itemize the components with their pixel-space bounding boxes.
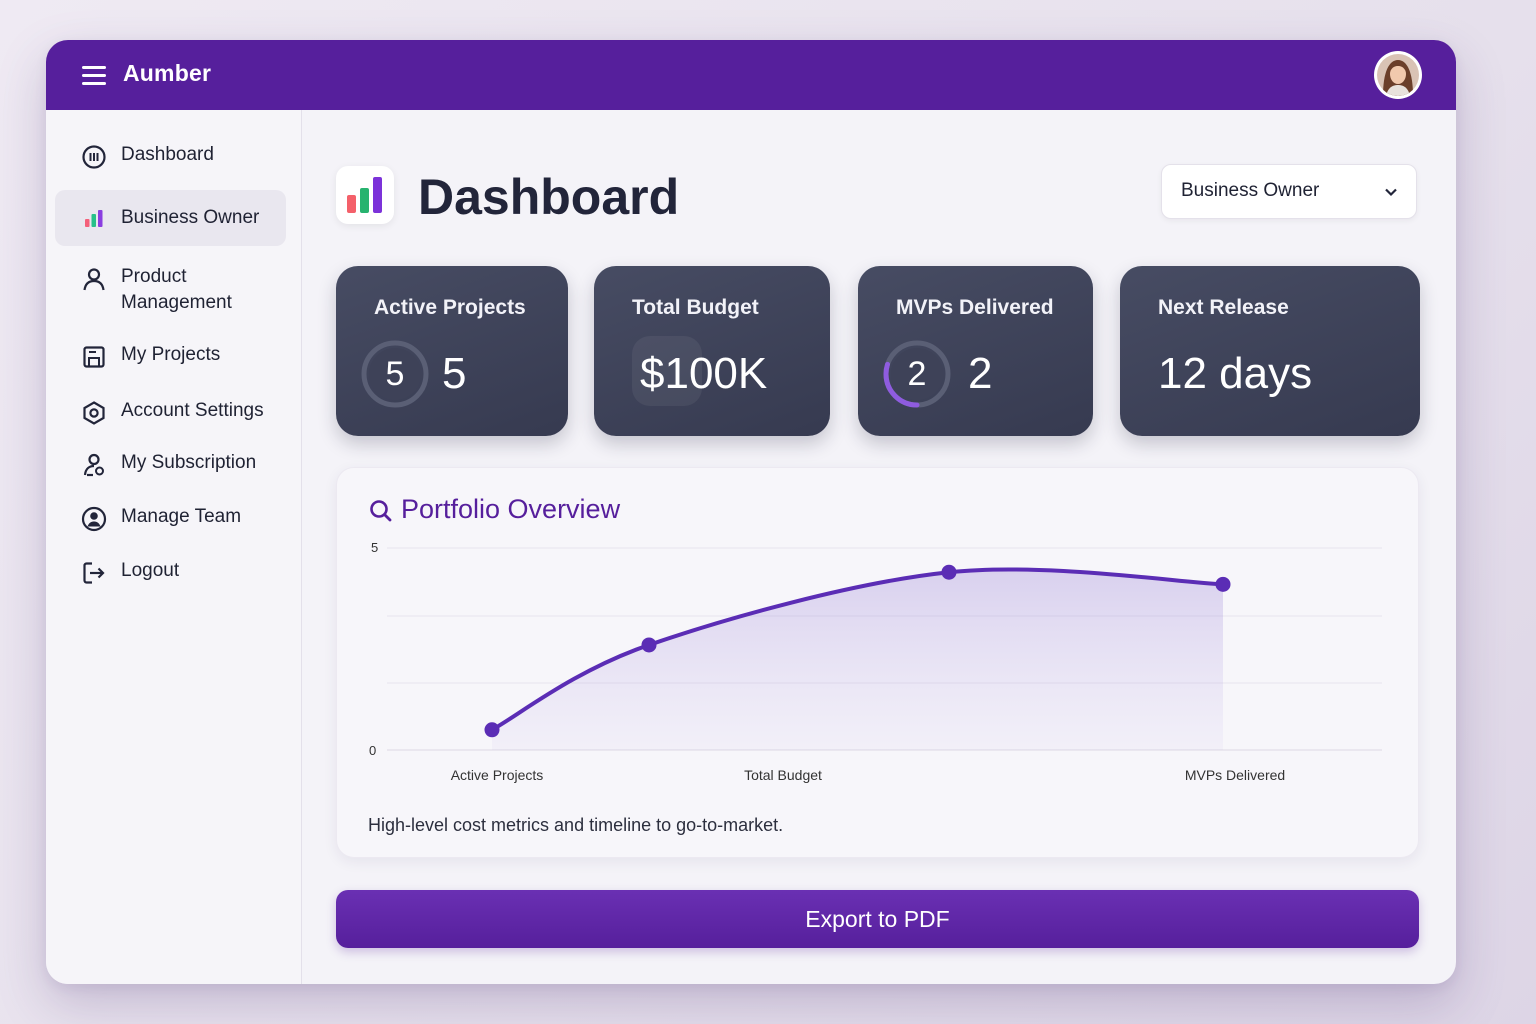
page-title: Dashboard [418, 169, 680, 225]
export-pdf-button[interactable]: Export to PDF [336, 890, 1419, 948]
progress-ring [883, 340, 951, 408]
save-icon [81, 344, 107, 370]
sidebar-item-label: Logout [121, 560, 180, 581]
chart-data-point [484, 722, 500, 738]
portfolio-panel: Portfolio Overview 5 0 Active Projects Tota… [336, 467, 1419, 858]
sidebar-item-account-settings[interactable]: Account Settings [55, 398, 286, 426]
card-title: Total Budget [632, 296, 759, 319]
app-window: Aumber Dashboard Business Owner [46, 40, 1456, 984]
sidebar-item-label: Product Management [121, 266, 232, 313]
page-chart-icon [336, 166, 394, 224]
top-bar: Aumber [46, 40, 1456, 110]
card-title: Next Release [1158, 296, 1289, 319]
progress-ring [361, 340, 429, 408]
sidebar-item-product-management[interactable]: Product Management [55, 264, 286, 316]
y-tick-label: 0 [369, 743, 376, 758]
hamburger-menu-icon[interactable] [82, 66, 106, 86]
sidebar-item-label: My Subscription [121, 452, 257, 473]
dashboard-circle-icon [81, 144, 107, 170]
search-icon [370, 500, 392, 522]
card-active-projects: Active Projects 5 5 [336, 266, 568, 436]
role-select[interactable]: Business Owner [1161, 164, 1417, 219]
x-tick-label: MVPs Delivered [1185, 767, 1285, 783]
y-tick-label: 5 [371, 540, 378, 555]
sidebar-item-my-projects[interactable]: My Projects [55, 342, 286, 370]
card-title: Active Projects [374, 296, 526, 319]
chart-data-point [941, 564, 957, 580]
card-ring-value: 5 [385, 355, 405, 393]
settings-hexagon-icon [81, 400, 107, 426]
subscription-user-icon [81, 452, 107, 478]
card-mvps-delivered: MVPs Delivered 2 2 [858, 266, 1093, 436]
sidebar-item-label: Business Owner [121, 207, 260, 228]
card-value: 2 [968, 349, 993, 398]
chart-area-fill [492, 569, 1223, 750]
card-value: 12 days [1158, 349, 1313, 398]
chart-data-point [1215, 576, 1231, 592]
card-title: MVPs Delivered [896, 296, 1054, 319]
x-tick-label: Total Budget [744, 767, 822, 783]
chart-data-point [641, 637, 657, 653]
card-next-release: Next Release 12 days [1120, 266, 1420, 436]
portfolio-chart: 5 0 Active Projects Total Budget MVPs Delive… [369, 540, 1382, 783]
chevron-down-icon [1385, 188, 1397, 197]
sidebar-item-my-subscription[interactable]: My Subscription [55, 450, 286, 478]
card-value-backdrop [632, 336, 702, 406]
sidebar-item-label: My Projects [121, 344, 221, 365]
sidebar-item-label: Dashboard [121, 144, 214, 165]
sidebar-item-manage-team[interactable]: Manage Team [55, 504, 286, 532]
chart-series-line [490, 567, 1225, 732]
panel-note: High-level cost metrics and timeline to … [368, 815, 784, 835]
role-select-value: Business Owner [1181, 180, 1320, 201]
user-avatar[interactable] [1374, 51, 1422, 99]
bar-chart-icon [81, 205, 107, 231]
card-total-budget: Total Budget $100K [594, 266, 830, 436]
avatar-image-icon [1377, 54, 1419, 96]
sidebar-item-label: Account Settings [121, 400, 264, 421]
sidebar: Dashboard Business Owner Product Managem… [46, 110, 302, 984]
sidebar-item-label: Manage Team [121, 506, 242, 527]
card-ring-value: 2 [907, 355, 927, 393]
card-value: $100K [640, 349, 768, 398]
card-value: 5 [442, 349, 467, 398]
app-title: Aumber [123, 60, 212, 86]
sidebar-item-business-owner[interactable]: Business Owner [55, 190, 286, 246]
x-tick-label: Active Projects [451, 767, 544, 783]
user-icon [81, 266, 107, 292]
panel-title: Portfolio Overview [401, 494, 621, 524]
sidebar-item-logout[interactable]: Logout [55, 558, 286, 586]
logout-icon [81, 560, 107, 586]
sidebar-item-dashboard[interactable]: Dashboard [55, 142, 286, 170]
team-user-icon [81, 506, 107, 532]
